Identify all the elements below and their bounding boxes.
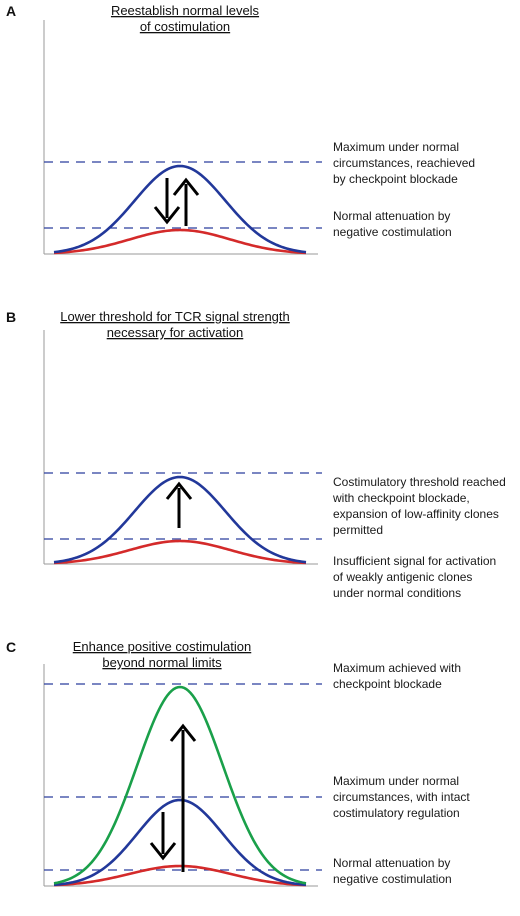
panel-b-red-curve [53, 539, 307, 565]
panel-c-up-arrow [169, 723, 197, 872]
panel-a-letter: A [6, 3, 16, 19]
panel-b-upper-annotation-line-4: permitted [333, 523, 383, 537]
panel-b-upper-annotation-line-1: Costimulatory threshold reached [333, 475, 506, 489]
panel-b-lower-annotation-line-2: of weakly antigenic clones [333, 570, 472, 584]
panel-b-title-line-1: Lower threshold for TCR signal strength [60, 309, 290, 324]
panel-c-bottom-annotation-line-2: negative costimulation [333, 872, 452, 886]
panel-c-middle-annotation-line-1: Maximum under normal [333, 774, 459, 788]
panel-c-title-line-2: beyond normal limits [102, 655, 222, 670]
panel-a-upper-annotation-line-1: Maximum under normal [333, 140, 459, 154]
panel-a: A Reestablish normal levels of costimula… [6, 3, 475, 255]
panel-c-title-line-1: Enhance positive costimulation [73, 639, 252, 654]
panel-c-red-curve [53, 864, 307, 887]
panel-b-lower-annotation-line-3: under normal conditions [333, 586, 461, 600]
panel-a-title-line-2: of costimulation [140, 19, 230, 34]
panel-a-title-line-1: Reestablish normal levels [111, 3, 260, 18]
panel-c-green-curve [53, 685, 307, 885]
panel-a-lower-annotation-line-1: Normal attenuation by [333, 209, 450, 223]
panel-a-up-arrow [172, 177, 200, 226]
panel-c-top-annotation-line-1: Maximum achieved with [333, 661, 461, 675]
panel-a-red-curve [53, 228, 307, 255]
panel-a-upper-annotation-line-3: by checkpoint blockade [333, 172, 458, 186]
panel-b-title-line-2: necessary for activation [107, 325, 244, 340]
panel-b-letter: B [6, 309, 16, 325]
panel-c-bottom-annotation-line-1: Normal attenuation by [333, 856, 450, 870]
panel-c-middle-annotation-line-2: circumstances, with intact [333, 790, 470, 804]
panel-b-upper-annotation-line-3: expansion of low-affinity clones [333, 507, 499, 521]
panel-a-upper-annotation-line-2: circumstances, reachieved [333, 156, 475, 170]
panel-b-upper-annotation-line-2: with checkpoint blockade, [332, 491, 470, 505]
panel-a-down-arrow [153, 178, 181, 225]
panel-b: B Lower threshold for TCR signal strengt… [6, 309, 506, 600]
panel-b-up-arrow [165, 481, 193, 528]
panel-c: C Enhance positive costimulation beyond … [6, 639, 470, 887]
panel-a-blue-curve [53, 164, 307, 254]
panel-c-letter: C [6, 639, 16, 655]
panel-a-lower-annotation-line-2: negative costimulation [333, 225, 452, 239]
panel-c-top-annotation-line-2: checkpoint blockade [333, 677, 442, 691]
panel-b-lower-annotation-line-1: Insufficient signal for activation [333, 554, 496, 568]
panel-c-blue-curve [53, 798, 307, 887]
panel-c-down-arrow [149, 812, 177, 861]
panel-c-middle-annotation-line-3: costimulatory regulation [333, 806, 460, 820]
panel-b-blue-curve [53, 475, 307, 564]
